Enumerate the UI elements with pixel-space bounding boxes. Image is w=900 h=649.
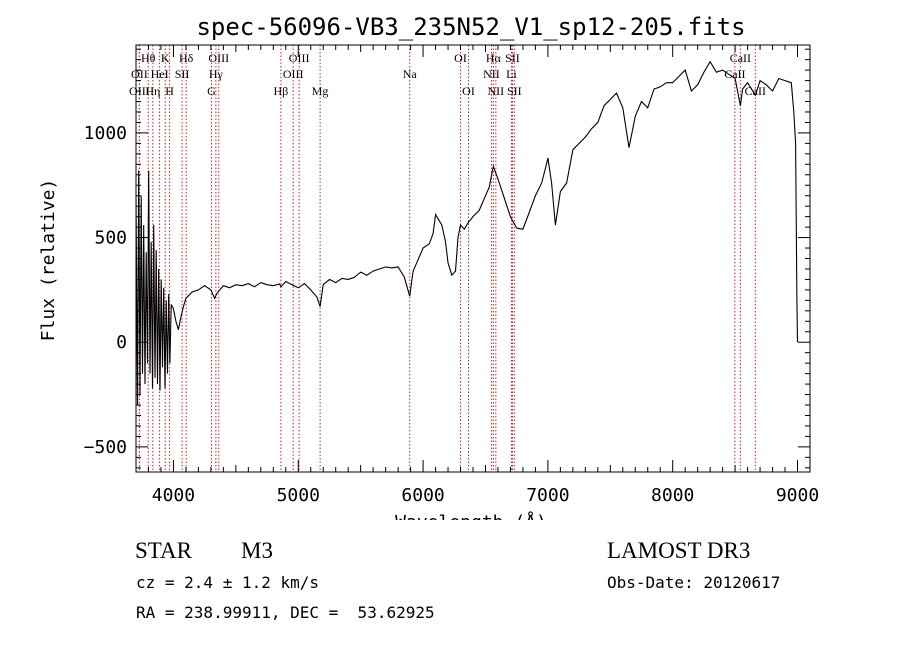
- spectrum-line: [135, 60, 799, 406]
- line-label: SII: [175, 67, 190, 81]
- object-subclass: M3: [241, 538, 273, 563]
- x-tick-label: 9000: [776, 485, 819, 506]
- x-tick-label: 4000: [152, 485, 195, 506]
- object-class: STAR: [135, 538, 192, 563]
- coordinates: RA = 238.99911, DEC = 53.62925: [136, 603, 435, 622]
- line-label: NII: [488, 84, 505, 98]
- line-label: CaII: [730, 51, 751, 65]
- line-label: Hη: [145, 84, 160, 98]
- line-label: Hα: [486, 51, 502, 65]
- line-label: Mg: [312, 84, 329, 98]
- x-axis-label: Wavelength (Å): [395, 511, 547, 520]
- line-label: Hβ: [274, 84, 289, 98]
- line-label: OIII: [283, 67, 304, 81]
- line-label: Hγ: [209, 67, 224, 81]
- line-label: NII: [483, 67, 500, 81]
- observation-date: Obs-Date: 20120617: [607, 573, 781, 592]
- line-label: SII: [507, 84, 522, 98]
- line-label: G: [207, 84, 216, 98]
- spectrum-chart: spec-56096-VB3_235N52_V1_sp12-205.fits H…: [38, 13, 819, 520]
- line-label: K: [161, 51, 170, 65]
- line-label: Li: [506, 67, 517, 81]
- y-tick-label: 1000: [84, 123, 127, 144]
- y-tick-label: 0: [116, 332, 127, 353]
- y-tick-label: 500: [94, 228, 127, 249]
- line-label: OI: [462, 84, 475, 98]
- line-label: Hδ: [179, 51, 194, 65]
- line-label: Hθ: [141, 51, 156, 65]
- line-label: OI: [454, 51, 467, 65]
- line-label: OII: [131, 67, 148, 81]
- plot-frame: [135, 44, 811, 473]
- line-label: SII: [505, 51, 520, 65]
- line-label: OIII: [289, 51, 310, 65]
- line-label: Na: [403, 67, 418, 81]
- y-tick-label: −500: [84, 437, 127, 458]
- line-label: OIII: [208, 51, 229, 65]
- line-label: CaII: [724, 67, 745, 81]
- line-label: HeI: [151, 67, 169, 81]
- x-tick-label: 7000: [526, 485, 569, 506]
- x-axis-ticks: 4000 5000 6000 7000 8000 9000: [135, 45, 819, 506]
- redshift-value: cz = 2.4 ± 1.2 km/s: [136, 573, 320, 592]
- y-axis-label: Flux (relative): [38, 179, 59, 342]
- emission-line-markers: [138, 45, 756, 472]
- x-tick-label: 8000: [651, 485, 694, 506]
- x-tick-label: 5000: [277, 485, 320, 506]
- x-tick-label: 6000: [401, 485, 444, 506]
- survey-name: LAMOST DR3: [607, 538, 751, 563]
- y-axis-ticks: −500 0 500 1000: [84, 48, 810, 469]
- line-label: H: [165, 84, 174, 98]
- chart-title: spec-56096-VB3_235N52_V1_sp12-205.fits: [196, 13, 745, 41]
